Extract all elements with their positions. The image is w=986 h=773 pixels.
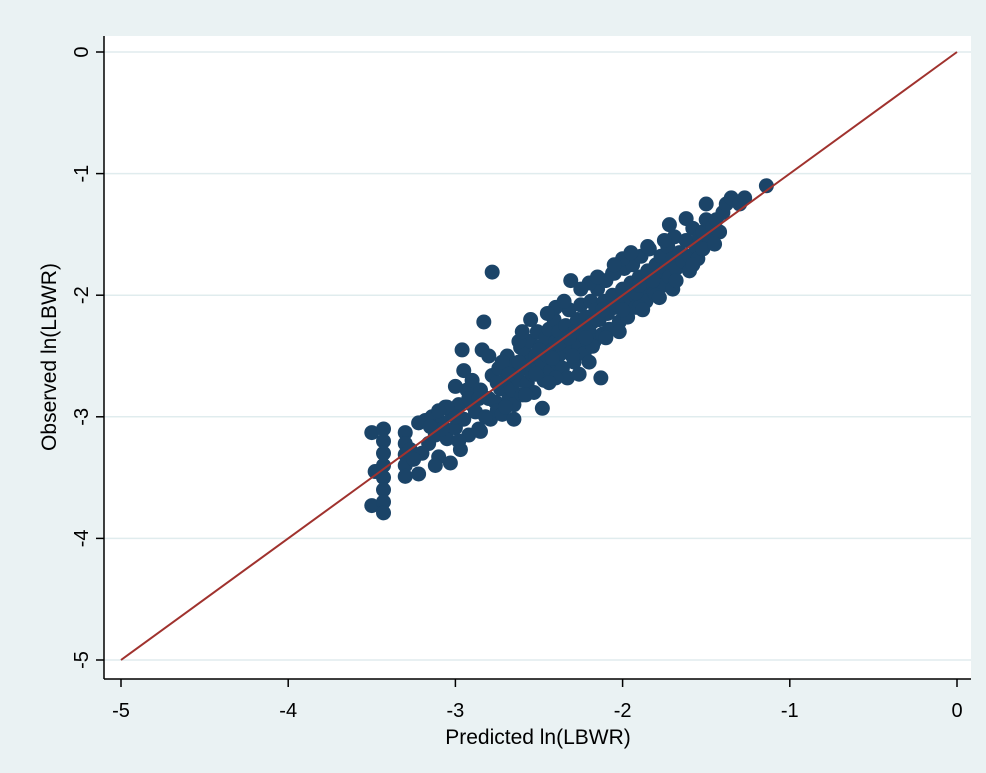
y-tick-label: -3 (71, 408, 93, 426)
data-point (640, 239, 656, 255)
data-point (544, 350, 560, 366)
data-point (571, 366, 587, 382)
data-point (376, 470, 392, 486)
data-point (472, 423, 488, 439)
data-point (758, 178, 774, 194)
data-point (685, 257, 701, 273)
x-tick-label: -3 (447, 700, 465, 722)
data-point (451, 433, 467, 449)
data-point (427, 457, 443, 473)
data-point (456, 363, 472, 379)
data-point (534, 400, 550, 416)
data-point (494, 354, 510, 370)
data-point (606, 257, 622, 273)
data-point (489, 375, 505, 391)
data-points (364, 178, 774, 521)
data-point (615, 302, 631, 318)
data-point (376, 482, 392, 498)
data-point (477, 409, 493, 425)
data-point (434, 421, 450, 437)
grid (104, 51, 971, 661)
data-point (376, 505, 392, 521)
identity-line (120, 51, 958, 661)
y-tick-label: -4 (71, 530, 93, 548)
x-tick-label: -1 (781, 700, 799, 722)
data-point (737, 190, 753, 206)
data-point (514, 324, 530, 340)
data-point (364, 425, 380, 441)
data-point (364, 498, 380, 514)
data-point (447, 378, 463, 394)
data-point (598, 330, 614, 346)
y-tick-label: 0 (71, 46, 93, 57)
data-point (411, 466, 427, 482)
data-point (707, 236, 723, 252)
data-point (528, 366, 544, 382)
data-point (397, 468, 413, 484)
data-point (422, 419, 438, 435)
data-point (454, 342, 470, 358)
data-point (578, 330, 594, 346)
data-point (590, 269, 606, 285)
data-point (661, 217, 677, 233)
data-point (563, 273, 579, 289)
data-point (376, 494, 392, 510)
data-point (511, 354, 527, 370)
data-point (581, 354, 597, 370)
data-point (501, 366, 517, 382)
data-point (431, 403, 447, 419)
data-point (561, 330, 577, 346)
data-point (464, 372, 480, 388)
data-point (376, 421, 392, 437)
data-point (539, 305, 555, 321)
data-point (698, 196, 714, 212)
data-point (593, 370, 609, 386)
data-point (523, 312, 539, 328)
y-tick-label: -5 (71, 651, 93, 669)
data-point (573, 281, 589, 297)
data-point (611, 324, 627, 340)
y-tick-label: -1 (71, 165, 93, 183)
data-point (623, 245, 639, 261)
data-point (484, 264, 500, 280)
data-point (376, 433, 392, 449)
data-point (541, 375, 557, 391)
x-tick-label: -4 (279, 700, 297, 722)
data-point (564, 348, 580, 364)
data-point (481, 348, 497, 364)
data-point (376, 445, 392, 461)
y-tick-label: -2 (71, 286, 93, 304)
data-point (406, 451, 422, 467)
data-point (559, 370, 575, 386)
data-point (678, 211, 694, 227)
data-point (518, 387, 534, 403)
data-point (668, 273, 684, 289)
data-point (635, 302, 651, 318)
x-tick-label: 0 (951, 700, 962, 722)
data-point (476, 314, 492, 330)
data-point (442, 455, 458, 471)
data-point (645, 273, 661, 289)
data-point (376, 457, 392, 473)
ticks: -5 -4 -3 -2 -1 0 -5 -4 -3 -2 -1 0 (71, 46, 963, 722)
data-point (506, 411, 522, 427)
y-axis-title: Observed ln(LBWR) (38, 263, 61, 451)
x-axis-title: Predicted ln(LBWR) (445, 726, 631, 749)
data-point (656, 232, 672, 248)
data-point (651, 290, 667, 306)
x-tick-label: -5 (112, 700, 130, 722)
data-point (631, 277, 647, 293)
x-tick-label: -2 (614, 700, 632, 722)
data-point (556, 293, 572, 309)
data-point (397, 425, 413, 441)
data-point (695, 241, 711, 257)
data-point (498, 399, 514, 415)
axes (103, 36, 971, 680)
reference-line (120, 51, 958, 661)
